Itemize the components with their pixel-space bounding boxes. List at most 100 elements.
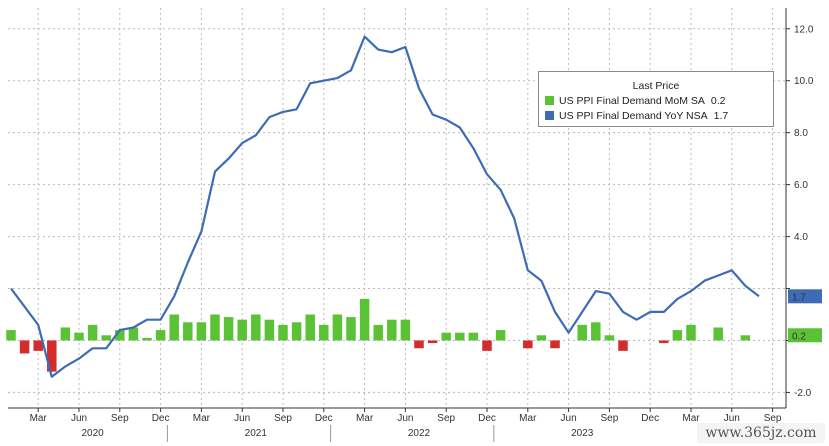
bar: [427, 340, 438, 344]
legend-label-mom: US PPI Final Demand MoM SA: [559, 94, 705, 107]
legend-item-mom: US PPI Final Demand MoM SA 0.2: [545, 94, 726, 107]
bar: [237, 319, 247, 341]
bar: [550, 340, 560, 349]
x-tick-label: Jun: [724, 413, 740, 424]
legend-value-yoy: 1.7: [713, 109, 729, 122]
bar: [169, 314, 179, 341]
legend-swatch-mom: [545, 96, 554, 105]
x-year-label: 2022: [408, 428, 431, 439]
legend-swatch-yoy: [545, 111, 554, 120]
bar: [441, 332, 451, 341]
bar: [33, 340, 43, 351]
x-tick-label: Sep: [274, 413, 292, 424]
bar: [672, 330, 683, 341]
last-price-labels: 1.7 0.2: [788, 289, 822, 343]
bar: [659, 340, 669, 344]
bar: [291, 322, 302, 341]
y-tick-label: 4.0: [794, 232, 808, 243]
bar: [577, 324, 587, 341]
bar: [264, 319, 275, 341]
bar: [387, 319, 397, 341]
y-tick-label: 10.0: [794, 76, 814, 87]
bar: [183, 322, 193, 341]
y-tick-label: -2.0: [794, 388, 812, 399]
legend: Last Price US PPI Final Demand MoM SA 0.…: [538, 71, 774, 127]
bar: [346, 317, 356, 341]
bar: [6, 330, 16, 341]
x-tick-label: Mar: [193, 413, 211, 424]
bar: [523, 340, 533, 349]
bar: [319, 324, 329, 341]
yoy-line: [10, 35, 760, 378]
x-tick-label: Jun: [397, 413, 413, 424]
x-axis-labels: Mar Jun Sep Dec Mar Jun Sep Dec Mar Jun Sep Dec Mar J…: [30, 408, 782, 442]
bar: [536, 335, 547, 341]
bar: [455, 332, 465, 341]
bar: [210, 314, 220, 341]
last-price-value: 0.2: [792, 331, 806, 342]
bar: [47, 340, 57, 372]
x-tick-label: Sep: [601, 413, 619, 424]
bar: [400, 319, 411, 341]
y-tick-label: 6.0: [794, 180, 808, 191]
y-tick-label: 12.0: [794, 24, 814, 35]
x-tick-label: Dec: [315, 413, 333, 424]
x-tick-label: Mar: [30, 413, 48, 424]
bar: [19, 340, 30, 354]
bar: [359, 298, 370, 341]
bar: [482, 340, 492, 351]
bar: [251, 314, 261, 341]
x-tick-label: Sep: [764, 413, 782, 424]
bar: [468, 332, 479, 341]
legend-label-yoy: US PPI Final Demand YoY NSA: [559, 109, 708, 122]
last-price-badge: [788, 328, 822, 343]
x-tick-label: Dec: [641, 413, 659, 424]
legend-value-mom: 0.2: [710, 94, 726, 107]
bar: [101, 335, 111, 341]
last-price-badge: [788, 289, 822, 304]
bar-series: [6, 298, 751, 372]
x-tick-label: Sep: [111, 413, 129, 424]
grid: [8, 8, 786, 408]
bar: [713, 327, 723, 341]
bar: [60, 327, 71, 341]
bar: [591, 322, 601, 341]
legend-title: Last Price: [632, 80, 680, 92]
bar: [196, 322, 207, 341]
x-year-label: 2021: [245, 428, 268, 439]
bar: [305, 314, 315, 341]
bar: [223, 317, 234, 341]
bar: [278, 324, 288, 341]
bar: [332, 314, 343, 341]
bar: [618, 340, 628, 351]
legend-item-yoy: US PPI Final Demand YoY NSA 1.7: [545, 109, 728, 122]
x-tick-label: Mar: [356, 413, 374, 424]
bar: [740, 335, 751, 341]
x-tick-label: Dec: [478, 413, 496, 424]
bar: [142, 337, 152, 341]
watermark: www.365jz.com: [697, 423, 825, 443]
bar: [87, 324, 98, 341]
bar: [604, 335, 615, 341]
bar: [373, 324, 383, 341]
x-year-label: 2020: [81, 428, 104, 439]
x-tick-label: Jun: [561, 413, 577, 424]
x-tick-label: Sep: [437, 413, 455, 424]
bar: [74, 332, 84, 341]
x-tick-label: Jun: [234, 413, 250, 424]
x-tick-label: Jun: [71, 413, 87, 424]
y-axis-labels: 12.0 10.0 8.0 6.0 4.0 -2.0: [786, 24, 814, 399]
bar: [495, 330, 506, 341]
bar: [128, 327, 139, 341]
bar: [686, 324, 696, 341]
x-tick-label: Mar: [519, 413, 537, 424]
bar: [155, 330, 166, 341]
x-year-label: 2023: [571, 428, 594, 439]
bar: [414, 340, 424, 349]
last-price-value: 1.7: [792, 292, 806, 303]
y-tick-label: 8.0: [794, 128, 808, 139]
axes: [8, 8, 787, 409]
x-tick-label: Dec: [152, 413, 170, 424]
x-tick-label: Mar: [682, 413, 700, 424]
